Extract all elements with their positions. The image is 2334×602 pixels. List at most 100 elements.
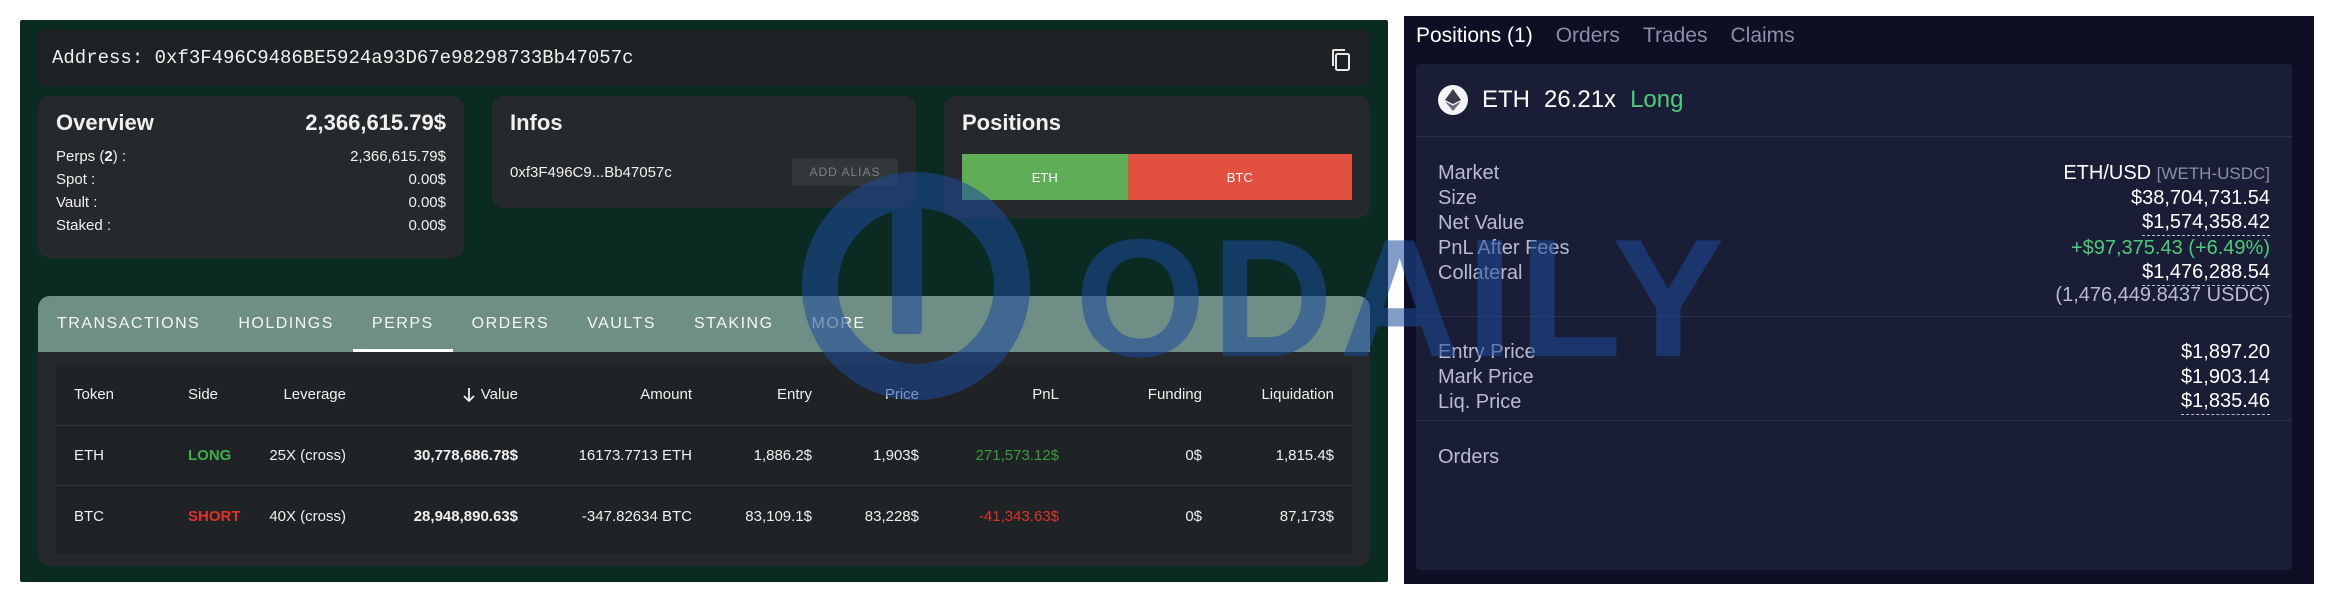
tab-orders[interactable]: Orders (1555, 24, 1620, 47)
positions-card: Positions ETH BTC (944, 96, 1370, 218)
positions-title: Positions (962, 110, 1062, 135)
staked-value: 0.00$ (408, 217, 446, 234)
net-value-row: Net Value $1,574,358.42 (1438, 208, 2270, 238)
mark-label: Mark Price (1438, 365, 1534, 388)
tab-vaults[interactable]: VAULTS (587, 315, 656, 332)
address-bar: Address: 0xf3F496C9486BE5924a93D67e98298… (38, 30, 1370, 86)
perps-label-end: ) : (112, 148, 127, 165)
col-leverage[interactable]: Leverage (283, 386, 346, 403)
collateral-value[interactable]: $1,476,288.54 (2142, 261, 2270, 286)
position-card[interactable]: ETH 26.21x Long Market ETH/USD [WETH-USD… (1416, 64, 2292, 570)
market-sub: [WETH-USDC] (2156, 163, 2270, 183)
collateral-row: Collateral $1,476,288.54 (1438, 258, 2270, 288)
ethereum-icon (1438, 85, 1468, 115)
vault-value: 0.00$ (408, 194, 446, 211)
cell-funding: 0$ (1185, 507, 1202, 525)
short-address: 0xf3F496C9...Bb47057c (510, 164, 672, 181)
net-value[interactable]: $1,574,358.42 (2142, 211, 2270, 236)
btc-position-segment[interactable]: BTC (1127, 154, 1352, 200)
tab-staking[interactable]: STAKING (694, 315, 774, 332)
liq-value[interactable]: $1,835.46 (2181, 390, 2270, 415)
position-tabs: Positions (1) Orders Trades Claims (1416, 24, 1795, 48)
cell-side-long: LONG (188, 447, 232, 464)
position-leverage: 26.21x (1544, 86, 1617, 113)
address-text: Address: 0xf3F496C9486BE5924a93D67e98298… (52, 47, 634, 69)
orders-label: Orders (1438, 445, 1500, 468)
cell-pnl-negative: -41,343.63$ (978, 507, 1059, 525)
tab-more[interactable]: MORE (811, 315, 866, 332)
col-funding[interactable]: Funding (1147, 386, 1202, 403)
overview-row-spot: Spot : 0.00$ (56, 171, 446, 194)
cell-leverage: 25X (cross) (269, 447, 346, 464)
position-detail-panel: Positions (1) Orders Trades Claims ETH 2… (1404, 16, 2314, 584)
overview-row-perps: Perps (2) : 2,366,615.79$ (56, 148, 446, 171)
col-amount[interactable]: Amount (640, 386, 692, 403)
col-price[interactable]: Price (884, 386, 919, 403)
spot-value: 0.00$ (408, 171, 446, 188)
market-label: Market (1438, 161, 1500, 184)
staked-label: Staked : (56, 217, 112, 234)
copy-icon[interactable] (1330, 48, 1352, 72)
pnl-row: PnL After Fees +$97,375.43 (+6.49%) (1438, 233, 2270, 263)
cell-side-short: SHORT (188, 507, 241, 525)
add-alias-button[interactable]: ADD ALIAS (792, 158, 898, 186)
section-tabs: TRANSACTIONS HOLDINGS PERPS ORDERS VAULT… (38, 296, 1370, 352)
pnl-value: +$97,375.43 (+6.49%) (2070, 236, 2270, 259)
cell-price: 83,228$ (864, 507, 919, 525)
divider (1416, 420, 2292, 421)
overview-row-staked: Staked : 0.00$ (56, 217, 446, 240)
tab-perps[interactable]: PERPS (352, 296, 453, 352)
col-token[interactable]: Token (74, 386, 115, 403)
tab-positions[interactable]: Positions (1) (1416, 24, 1533, 47)
col-pnl[interactable]: PnL (1032, 386, 1059, 403)
col-liquidation[interactable]: Liquidation (1261, 386, 1334, 403)
tab-transactions[interactable]: TRANSACTIONS (57, 315, 201, 332)
cell-pnl-positive: 271,573.12$ (975, 447, 1059, 464)
overview-row-vault: Vault : 0.00$ (56, 194, 446, 217)
market-value: ETH/USD (2063, 161, 2152, 184)
cell-amount: 16173.7713 ETH (578, 447, 692, 464)
eth-position-segment[interactable]: ETH (962, 154, 1128, 200)
cell-price: 1,903$ (873, 447, 919, 464)
col-entry[interactable]: Entry (776, 386, 812, 403)
size-value: $38,704,731.54 (2130, 186, 2270, 209)
pnl-label: PnL After Fees (1438, 236, 1570, 259)
entry-value: $1,897.20 (2181, 340, 2270, 363)
col-value[interactable]: Value (462, 364, 518, 425)
tab-orders[interactable]: ORDERS (471, 315, 550, 332)
cell-value: 28,948,890.63$ (413, 507, 518, 525)
table-header: Token Side Leverage Value Amount Entry P… (56, 364, 1352, 426)
tab-trades[interactable]: Trades (1642, 24, 1708, 47)
perps-label: Perps ( (56, 148, 105, 165)
table-row[interactable]: ETH LONG 25X (cross) 30,778,686.78$ 1617… (56, 426, 1352, 486)
collateral-sub: (1,476,449.8437 USDC) (2055, 283, 2270, 306)
cell-entry: 1,886.2$ (753, 447, 812, 464)
infos-title: Infos (510, 110, 563, 135)
mark-value: $1,903.14 (2181, 365, 2270, 388)
infos-card: Infos 0xf3F496C9...Bb47057c ADD ALIAS (492, 96, 916, 208)
collateral-label: Collateral (1438, 261, 1523, 284)
col-value-label: Value (480, 386, 518, 403)
cell-amount: -347.82634 BTC (581, 507, 692, 525)
market-row: Market ETH/USD [WETH-USDC] (1438, 158, 2270, 188)
cell-liquidation: 1,815.4$ (1275, 447, 1334, 464)
table-row[interactable]: BTC SHORT 40X (cross) 28,948,890.63$ -34… (56, 486, 1352, 546)
cell-token: ETH (74, 447, 104, 464)
col-side[interactable]: Side (188, 386, 219, 403)
cell-entry: 83,109.1$ (745, 507, 812, 525)
size-row: Size $38,704,731.54 (1438, 183, 2270, 213)
mark-price-row: Mark Price $1,903.14 (1438, 362, 2270, 392)
position-coin: ETH (1482, 86, 1530, 113)
perps-count: 2 (104, 148, 113, 165)
overview-total: 2,366,615.79$ (305, 110, 446, 135)
cell-leverage: 40X (cross) (269, 507, 346, 525)
tab-holdings[interactable]: HOLDINGS (238, 315, 334, 332)
cell-value: 30,778,686.78$ (413, 447, 518, 464)
tab-claims[interactable]: Claims (1730, 24, 1795, 47)
cell-token: BTC (74, 507, 104, 525)
collateral-sub-row: (1,476,449.8437 USDC) (1438, 280, 2270, 310)
orders-row[interactable]: Orders (1438, 442, 2270, 472)
divider (1416, 136, 2292, 137)
overview-title: Overview (56, 110, 154, 135)
sort-down-icon (463, 387, 475, 402)
